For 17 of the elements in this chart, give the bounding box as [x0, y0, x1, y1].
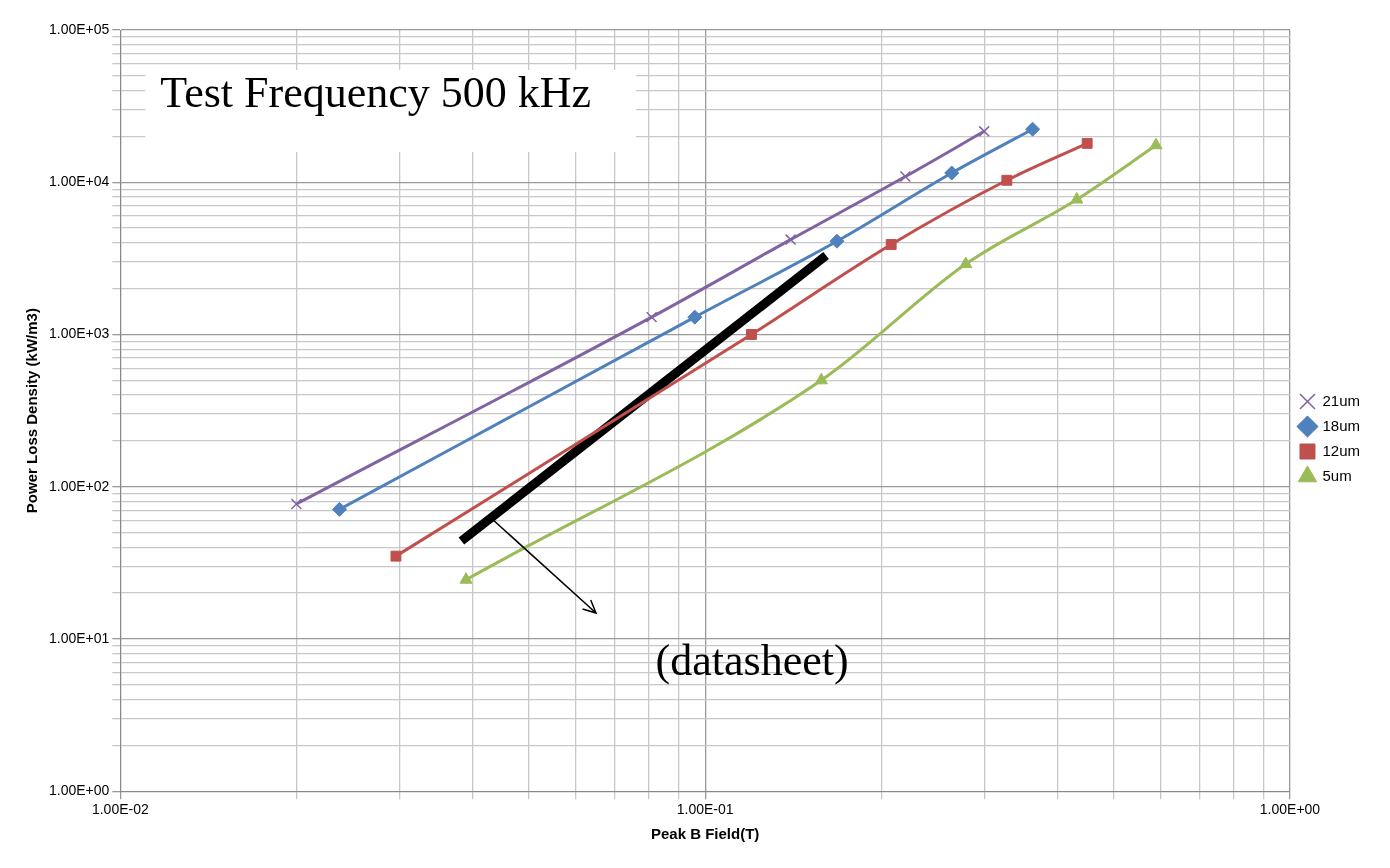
y-tick-label: 1.00E+02: [48, 477, 110, 494]
x-axis-title: Peak B Field(T): [650, 825, 760, 843]
annotation: (datasheet): [655, 635, 849, 685]
y-tick-label: 1.00E+01: [48, 629, 110, 646]
y-tick-label: 1.00E+03: [48, 325, 110, 342]
annotation: Test Frequency 500 kHz: [160, 67, 592, 117]
legend-label: 21um: [1322, 391, 1361, 409]
x-tick-label: 1.00E-02: [91, 801, 149, 818]
legend-label: 12um: [1322, 441, 1361, 459]
y-tick-label: 1.00E+05: [48, 20, 110, 37]
legend-label: 5um: [1322, 466, 1352, 484]
x-tick-label: 1.00E-01: [676, 801, 734, 818]
legend-label: 18um: [1322, 416, 1361, 434]
y-axis-title: Power Loss Density (kW/m3): [23, 308, 41, 514]
x-tick-label: 1.00E+00: [1259, 801, 1321, 818]
y-tick-label: 1.00E+04: [48, 173, 110, 190]
y-tick-label: 1.00E+00: [48, 782, 110, 799]
